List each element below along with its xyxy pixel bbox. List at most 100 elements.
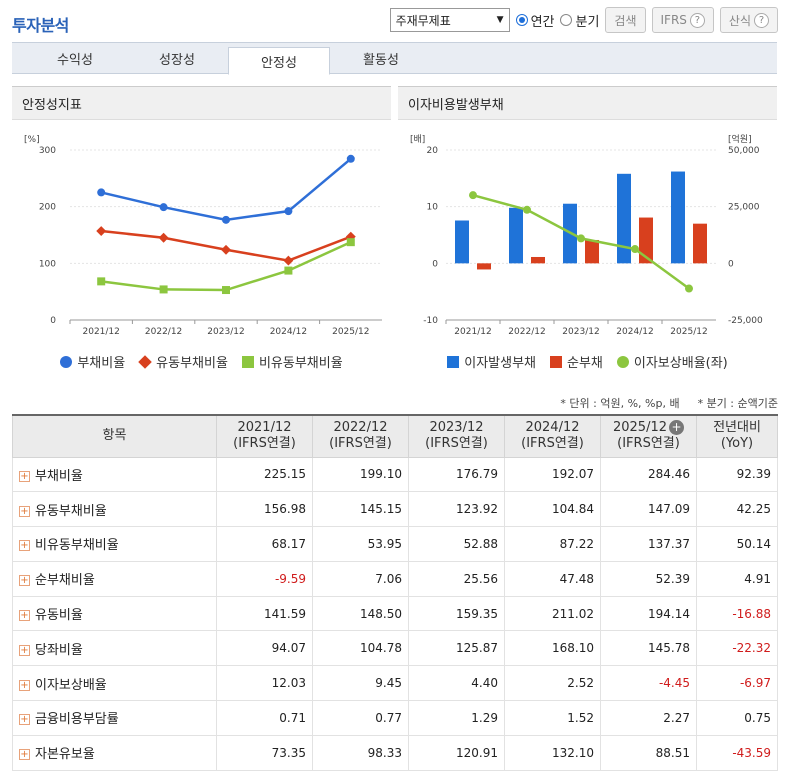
bar bbox=[455, 220, 469, 264]
x-tick-label: 2022/12 bbox=[145, 327, 182, 337]
row-value: 0.71 bbox=[216, 700, 313, 736]
legend-swatch bbox=[60, 355, 73, 368]
ifrs-help-button[interactable]: IFRS ? bbox=[651, 7, 714, 33]
search-button-label: 검색 bbox=[614, 13, 637, 28]
table-row: + 당좌비율 94.07 104.78 125.87 168.10 145.78 -22.32 bbox=[12, 630, 778, 667]
header-col-2023: 2023/12 (IFRS연결) bbox=[408, 414, 505, 458]
bar bbox=[531, 256, 545, 264]
bar bbox=[585, 239, 599, 264]
row-value: 52.88 bbox=[408, 526, 505, 562]
row-name[interactable]: + 유동부채비율 bbox=[12, 491, 217, 528]
row-label: 부채비율 bbox=[35, 468, 83, 484]
x-tick-label: 2022/12 bbox=[508, 327, 545, 337]
expand-plus-icon[interactable]: + bbox=[19, 505, 30, 517]
ifrs-button-label: IFRS bbox=[660, 13, 687, 27]
radio-annual-label: 연간 bbox=[530, 14, 555, 30]
radio-annual[interactable]: 연간 bbox=[515, 11, 555, 30]
legend-label: 비유동부채비율 bbox=[258, 356, 343, 371]
expand-plus-icon[interactable]: + bbox=[19, 610, 30, 622]
row-label: 유동부채비율 bbox=[35, 503, 107, 519]
data-point bbox=[631, 245, 639, 254]
table-row: + 부채비율 225.15 199.10 176.79 192.07 284.46 92.39 bbox=[12, 456, 778, 493]
x-tick-label: 2023/12 bbox=[207, 327, 244, 337]
unit-notes: * 단위 : 억원, %, %p, 배 * 분기 : 순액기준 bbox=[560, 395, 778, 411]
data-point bbox=[523, 205, 531, 214]
tab-activity[interactable]: 활동성 bbox=[363, 53, 399, 68]
table-row: + 금융비용부담률 0.71 0.77 1.29 1.52 2.27 0.75 bbox=[12, 700, 778, 736]
row-name[interactable]: + 비유동부채비율 bbox=[12, 526, 217, 562]
row-value: 147.09 bbox=[600, 491, 697, 528]
chevron-down-icon: ▼ bbox=[496, 15, 504, 25]
unit-note: * 단위 : 억원, %, %p, 배 bbox=[560, 397, 680, 410]
data-point bbox=[685, 284, 693, 293]
y-tick-label: 0 bbox=[432, 259, 438, 269]
row-name[interactable]: + 이자보상배율 bbox=[12, 665, 217, 702]
row-name[interactable]: + 순부채비율 bbox=[12, 560, 217, 597]
data-point bbox=[577, 234, 585, 243]
data-point bbox=[159, 203, 168, 212]
expand-plus-icon[interactable]: + bbox=[19, 679, 30, 691]
y-tick-label: -10 bbox=[423, 316, 438, 326]
x-tick-label: 2025/12 bbox=[670, 327, 707, 337]
radio-quarter-dot[interactable] bbox=[560, 14, 573, 26]
legend-item[interactable]: 이자보상배율(좌) bbox=[616, 352, 728, 371]
expand-plus-icon[interactable]: + bbox=[19, 749, 30, 761]
row-value: 125.87 bbox=[408, 630, 505, 667]
y2-tick-label: -25,000 bbox=[728, 316, 763, 326]
x-tick-label: 2021/12 bbox=[83, 327, 120, 337]
data-point bbox=[284, 266, 293, 275]
tab-profitability[interactable]: 수익성 bbox=[57, 53, 93, 68]
expand-plus-icon[interactable]: + bbox=[19, 714, 30, 726]
page-title: 투자분석 bbox=[12, 16, 69, 35]
tab-stability[interactable]: 안정성 bbox=[228, 47, 330, 75]
row-name[interactable]: + 금융비용부담률 bbox=[12, 700, 217, 736]
y-tick-label: 10 bbox=[427, 203, 439, 213]
legend-item[interactable]: 유동부채비율 bbox=[138, 352, 228, 371]
formula-help-button[interactable]: 산식 ? bbox=[719, 7, 778, 33]
row-value: 0.75 bbox=[696, 700, 778, 736]
row-value: 1.52 bbox=[504, 700, 601, 736]
statement-select[interactable]: 주재무제표 ▼ bbox=[389, 8, 510, 32]
stability-line-chart: [%] 0 100 200 300 2021/12 2022/12 2023/12 2024/1… bbox=[24, 135, 382, 337]
header-item: 항목 bbox=[12, 414, 217, 458]
row-value: -22.32 bbox=[696, 630, 778, 667]
row-name[interactable]: + 부채비율 bbox=[12, 456, 217, 493]
radio-annual-dot[interactable] bbox=[515, 14, 528, 26]
row-value: 284.46 bbox=[600, 456, 697, 493]
header-col-2024: 2024/12 (IFRS연결) bbox=[504, 414, 601, 458]
legend-item[interactable]: 이자발생부채 bbox=[447, 352, 536, 371]
row-value: -4.45 bbox=[600, 665, 697, 702]
row-name[interactable]: + 자본유보율 bbox=[12, 734, 217, 771]
row-value: 4.40 bbox=[408, 665, 505, 702]
header-col-2021: 2021/12 (IFRS연결) bbox=[216, 414, 313, 458]
tab-growth[interactable]: 성장성 bbox=[159, 53, 195, 68]
data-point bbox=[158, 232, 169, 243]
expand-plus-icon[interactable]: + bbox=[19, 540, 30, 552]
analysis-tabs: 수익성 성장성 안정성 활동성 bbox=[12, 42, 777, 75]
legend-label: 부채비율 bbox=[77, 356, 126, 371]
row-value: 25.56 bbox=[408, 560, 505, 597]
row-value: 148.50 bbox=[312, 595, 409, 632]
legend-item[interactable]: 부채비율 bbox=[60, 352, 125, 371]
add-column-icon[interactable]: + bbox=[669, 420, 684, 436]
row-name[interactable]: + 당좌비율 bbox=[12, 630, 217, 667]
expand-plus-icon[interactable]: + bbox=[19, 575, 30, 587]
radio-quarter[interactable]: 분기 bbox=[560, 11, 599, 30]
search-button[interactable]: 검색 bbox=[605, 7, 646, 33]
row-value: 7.06 bbox=[312, 560, 409, 597]
legend-item[interactable]: 비유동부채비율 bbox=[241, 352, 343, 371]
data-point bbox=[97, 277, 106, 286]
expand-plus-icon[interactable]: + bbox=[19, 470, 30, 482]
y-tick-label: 0 bbox=[50, 316, 56, 326]
row-name[interactable]: + 유동비율 bbox=[12, 595, 217, 632]
row-value: 42.25 bbox=[696, 491, 778, 528]
legend-label: 유동부채비율 bbox=[156, 356, 228, 371]
legend-item[interactable]: 순부채 bbox=[550, 352, 603, 371]
y2-axis-unit: [억원] bbox=[728, 133, 752, 145]
row-value: 168.10 bbox=[504, 630, 601, 667]
x-tick-label: 2024/12 bbox=[270, 327, 307, 337]
header-col-yoy: 전년대비 (YoY) bbox=[696, 414, 778, 458]
bar bbox=[693, 223, 707, 264]
row-label: 유동비율 bbox=[35, 608, 83, 624]
expand-plus-icon[interactable]: + bbox=[19, 644, 30, 656]
